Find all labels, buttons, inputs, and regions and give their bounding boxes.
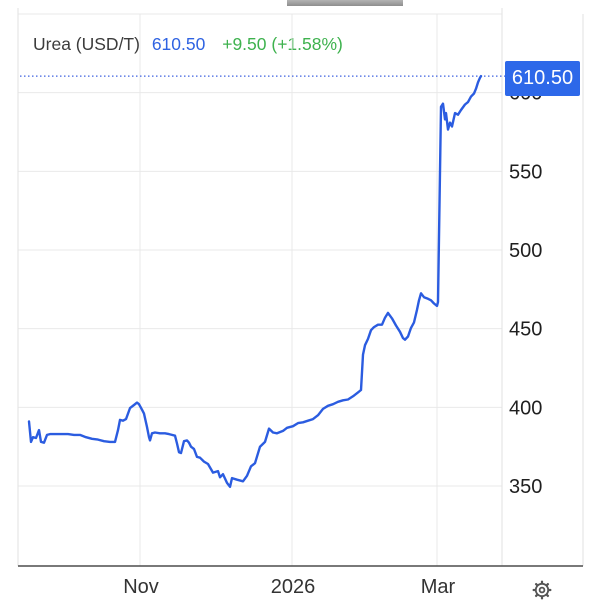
y-axis-label: 500 [509, 240, 542, 262]
x-axis-label: Nov [123, 576, 159, 598]
last-price-badge-label: 610.50 [511, 67, 574, 89]
current-price: 610.50 [151, 34, 206, 54]
price-line-series [27, 74, 483, 488]
last-price-badge: 610.50 [505, 61, 580, 96]
y-axis-label: 550 [509, 161, 542, 183]
y-axis-label: 400 [509, 397, 542, 419]
y-axis-label: 450 [509, 319, 542, 341]
chart-header: Urea (USD/T) 610.50 +9.50 (+1.58%) [33, 34, 343, 55]
gear-icon [532, 580, 552, 600]
price-change: +9.50 (+1.58%) [222, 34, 343, 54]
top-handle-bar [287, 0, 403, 6]
symbol-title: Urea (USD/T) [33, 34, 140, 54]
x-axis-label: 2026 [271, 576, 316, 598]
settings-button[interactable] [529, 578, 555, 602]
y-axis-label: 350 [509, 476, 542, 498]
x-axis-label: Mar [421, 576, 456, 598]
